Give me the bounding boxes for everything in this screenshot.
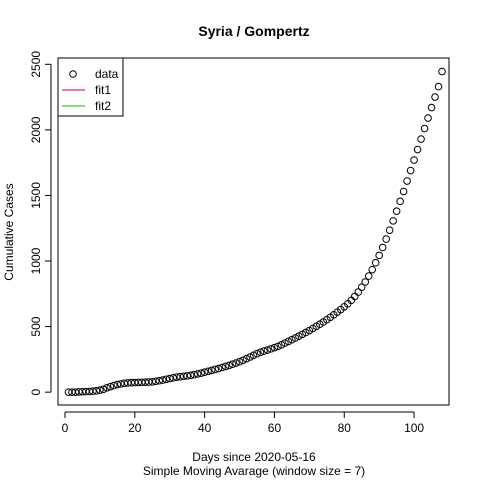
y-tick-label: 1000: [29, 247, 43, 274]
legend-symbol-data: [69, 70, 77, 78]
data-point: [151, 377, 160, 386]
data-point: [389, 217, 397, 225]
data-point: [417, 135, 425, 143]
data-point: [267, 345, 275, 353]
data-point: [354, 288, 363, 296]
data-point: [225, 361, 233, 370]
y-tick-label: 1500: [29, 182, 43, 209]
data-point: [183, 372, 191, 380]
data-point: [246, 353, 254, 361]
legend-label-fit1: fit1: [95, 83, 111, 97]
data-point: [270, 343, 279, 352]
x-axis-sublabel: Simple Moving Avarage (window size = 7): [143, 464, 365, 478]
data-point: [382, 235, 390, 243]
y-axis: 0 500 1000 1500 2000 2500: [29, 51, 52, 395]
data-points: [64, 67, 446, 396]
data-point: [424, 114, 432, 122]
data-point: [249, 351, 258, 360]
y-tick-label: 0: [29, 388, 43, 395]
data-point: [406, 166, 415, 175]
data-point: [392, 207, 401, 215]
data-point: [207, 366, 216, 375]
data-point: [277, 341, 286, 349]
data-point: [413, 145, 422, 154]
data-point: [235, 357, 244, 366]
data-point: [190, 370, 198, 379]
data-point: [204, 367, 212, 376]
x-tick-label: 60: [268, 421, 282, 435]
x-axis-label: Days since 2020-05-16: [192, 450, 316, 464]
x-tick-label: 80: [338, 421, 352, 435]
data-point: [214, 364, 223, 373]
data-point: [239, 356, 247, 365]
data-point: [103, 384, 111, 392]
data-point: [420, 124, 429, 133]
data-point: [92, 387, 101, 395]
data-point: [211, 365, 219, 374]
x-tick-label: 0: [62, 421, 69, 435]
data-point: [106, 382, 115, 391]
data-point: [232, 359, 240, 367]
data-point: [228, 360, 237, 369]
data-point: [197, 369, 205, 377]
data-point: [113, 380, 122, 389]
data-point: [431, 93, 439, 101]
data-point: [221, 362, 230, 371]
data-point: [263, 346, 272, 354]
data-point: [399, 187, 408, 196]
data-point: [427, 103, 436, 112]
data-point: [434, 82, 443, 91]
data-point: [96, 386, 104, 394]
data-point: [158, 376, 167, 384]
data-point: [162, 375, 171, 384]
data-point: [385, 226, 394, 234]
data-point: [256, 348, 265, 357]
y-axis-label: Cumulative Cases: [2, 183, 16, 280]
chart-title: Syria / Gompertz: [198, 23, 309, 39]
data-point: [200, 368, 209, 377]
data-point: [148, 377, 157, 386]
data-point: [218, 363, 226, 372]
y-tick-label: 2000: [29, 116, 43, 143]
plot-frame: [57, 57, 450, 406]
data-point: [288, 335, 296, 344]
legend-label-data: data: [95, 67, 119, 81]
data-point: [99, 385, 108, 394]
data-point: [110, 381, 118, 390]
data-point: [274, 342, 282, 351]
data-point: [403, 177, 411, 185]
y-tick-label: 2500: [29, 51, 43, 78]
x-tick-label: 100: [404, 421, 424, 435]
data-point: [364, 272, 373, 280]
data-point: [193, 370, 202, 378]
data-point: [378, 243, 387, 252]
data-point: [253, 349, 261, 358]
data-point: [186, 371, 195, 380]
data-point: [260, 347, 268, 355]
data-point: [165, 374, 174, 383]
data-point: [410, 156, 418, 164]
data-point: [281, 339, 289, 347]
data-point: [368, 265, 376, 274]
data-point: [361, 278, 370, 286]
x-axis: 0 20 40 60 80 100: [62, 411, 424, 435]
data-point: [396, 197, 404, 206]
x-tick-label: 20: [128, 421, 142, 435]
legend: data fit1 fit2: [57, 57, 124, 117]
data-point: [438, 67, 446, 76]
data-point: [169, 374, 178, 382]
legend-label-fit2: fit2: [95, 99, 111, 113]
data-point: [242, 354, 251, 363]
data-point: [357, 283, 366, 292]
data-point: [371, 258, 380, 267]
data-point: [155, 376, 164, 385]
data-point: [284, 337, 293, 346]
data-point: [375, 251, 383, 260]
x-tick-label: 40: [198, 421, 212, 435]
y-tick-label: 500: [29, 316, 43, 336]
data-point: [89, 387, 97, 396]
